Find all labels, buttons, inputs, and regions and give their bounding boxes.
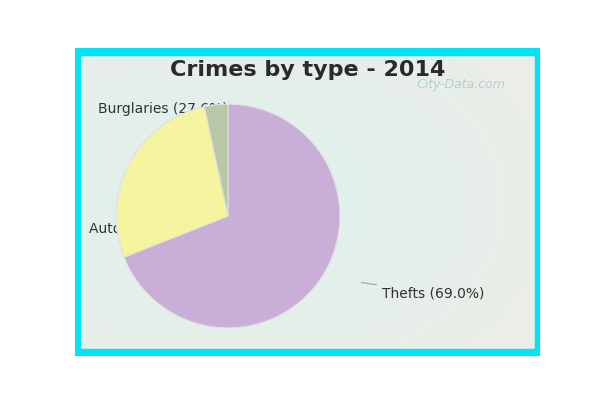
Bar [75,48,80,356]
Bar [75,48,540,55]
Wedge shape [124,104,340,328]
Text: City-Data.com: City-Data.com [416,78,505,92]
Text: Auto thefts (3.4%): Auto thefts (3.4%) [89,215,216,236]
Text: Thefts (69.0%): Thefts (69.0%) [361,282,484,300]
Text: Crimes by type - 2014: Crimes by type - 2014 [170,60,445,80]
Bar [535,48,540,356]
Bar [75,349,540,356]
Text: Burglaries (27.6%): Burglaries (27.6%) [98,102,228,121]
Wedge shape [204,104,228,216]
Wedge shape [116,107,228,257]
